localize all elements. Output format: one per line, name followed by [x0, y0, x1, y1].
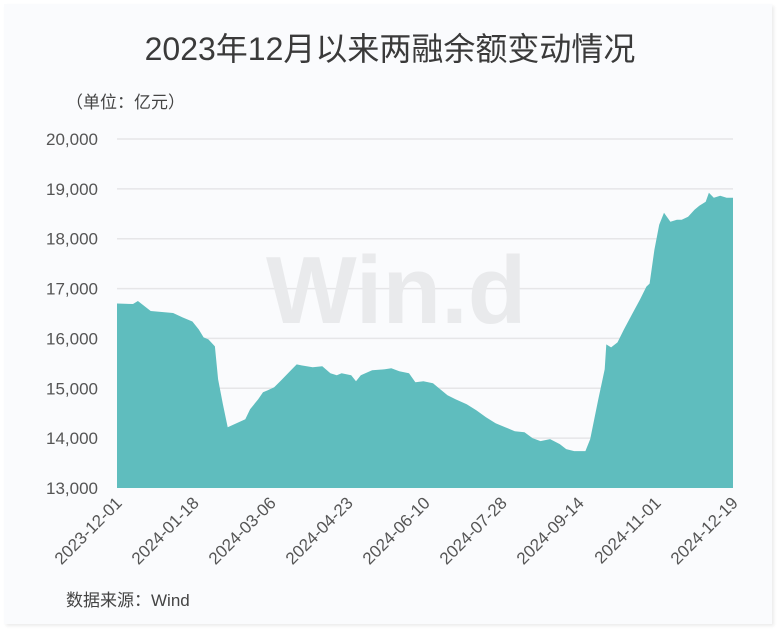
x-tick-label: 2024-03-06 [205, 493, 280, 568]
source-label: 数据来源：Wind [66, 591, 190, 610]
x-tick-label: 2023-12-01 [51, 493, 126, 568]
x-tick-label: 2024-06-10 [359, 493, 434, 568]
y-tick-label: 14,000 [46, 429, 98, 448]
area-series [117, 192, 733, 489]
y-axis-ticks: 13,000 14,000 15,000 16,000 17,000 18,000 19,0… [46, 130, 98, 498]
x-tick-label: 2024-12-19 [667, 493, 742, 568]
y-tick-label: 18,000 [46, 230, 98, 249]
y-tick-label: 17,000 [46, 280, 98, 299]
y-tick-label: 19,000 [46, 180, 98, 199]
x-tick-label: 2024-11-01 [591, 493, 665, 567]
y-tick-label: 20,000 [46, 130, 98, 149]
x-axis-ticks: 2023-12-01 2024-01-18 2024-03-06 2024-04-23… [51, 493, 742, 568]
x-tick-label: 2024-09-14 [513, 493, 588, 568]
y-tick-label: 16,000 [46, 329, 98, 348]
x-tick-label: 2024-04-23 [282, 493, 357, 568]
watermark: Win.d [266, 237, 526, 344]
y-tick-label: 15,000 [46, 379, 98, 398]
chart-title: 2023年12月以来两融余额变动情况 [144, 31, 636, 67]
unit-label: （单位：亿元） [66, 93, 185, 112]
y-tick-label: 13,000 [46, 479, 98, 498]
x-tick-label: 2024-07-28 [436, 493, 511, 568]
x-tick-label: 2024-01-18 [128, 493, 203, 568]
